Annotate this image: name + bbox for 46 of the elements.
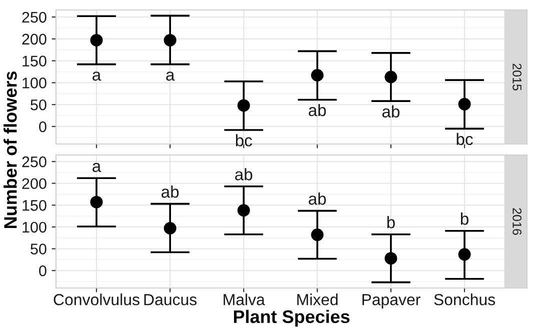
- y-tick-label: 50: [30, 244, 46, 254]
- y-tick-label: 200: [22, 178, 46, 190]
- annotation: a: [92, 162, 102, 172]
- y-tick-label: 150: [22, 56, 46, 66]
- annotation: ab: [162, 186, 179, 198]
- point: [164, 34, 176, 46]
- annotation: bc: [236, 134, 252, 146]
- x-tick-label: Sonchus: [434, 294, 496, 306]
- point: [164, 222, 176, 235]
- annotation: ab: [308, 104, 326, 116]
- x-tick-label: Daucus: [144, 294, 197, 306]
- point: [90, 34, 103, 46]
- x-tick-label: Mixed: [297, 294, 338, 306]
- point: [311, 69, 324, 82]
- y-axis-title: Number of flowers: [4, 71, 17, 228]
- y-tick-label: 250: [22, 12, 46, 23]
- y-tick-label: 200: [22, 34, 46, 45]
- point: [311, 228, 324, 242]
- annotation: a: [166, 72, 175, 81]
- annotation: b: [387, 216, 395, 228]
- point: [384, 252, 398, 265]
- annotation: a: [92, 72, 102, 81]
- point: [237, 99, 250, 112]
- x-tick-label: Papaver: [362, 294, 420, 308]
- point: [458, 98, 471, 110]
- y-tick-label: 150: [22, 200, 46, 211]
- y-tick-label: 0: [39, 265, 46, 276]
- point: [90, 196, 103, 208]
- x-axis-title: Plant Species: [234, 310, 350, 327]
- x-tick-label: Malva: [224, 294, 265, 306]
- y-tick-label: 50: [30, 99, 46, 110]
- x-tick-label: Convolvulus: [54, 294, 140, 306]
- y-tick-label: 100: [22, 222, 46, 233]
- y-tick-label: 0: [39, 121, 46, 132]
- annotation: ab: [382, 105, 400, 118]
- annotation: ab: [235, 168, 252, 180]
- annotation: ab: [308, 192, 326, 205]
- point: [237, 204, 250, 217]
- annotation: bc: [456, 132, 473, 146]
- point: [458, 248, 471, 261]
- text: 2016: [512, 208, 522, 235]
- point: [384, 70, 398, 84]
- y-tick-label: 250: [22, 156, 46, 168]
- y-tick-label: 100: [22, 78, 46, 88]
- annotation: b: [460, 212, 468, 225]
- text: 2015: [512, 64, 522, 90]
